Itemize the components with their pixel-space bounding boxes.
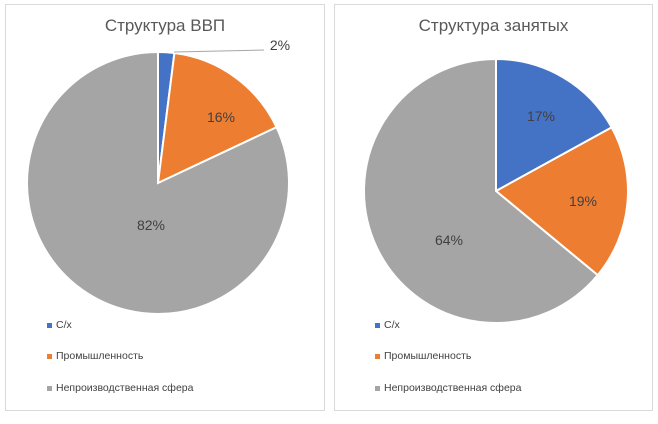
legend-swatch-icon	[375, 385, 380, 391]
data-label: 64%	[435, 232, 463, 248]
chart-title: Структура занятых	[418, 16, 569, 35]
employment-structure-chart: Структура занятых 17% 19% 64% С/х Промышле…	[334, 4, 653, 411]
data-label: 2%	[270, 37, 290, 53]
pie-slice	[494, 126, 629, 277]
gdp-structure-chart: Структура ВВП 2% 16% 82% С/х Промышленност…	[5, 4, 325, 411]
legend-swatch-icon	[47, 385, 52, 391]
legend-label: Непроизводственная сфера	[56, 382, 194, 394]
legend-item-services: Непроизводственная сфера	[47, 382, 193, 394]
legend-item-industry: Промышленность	[47, 350, 143, 362]
data-label: 19%	[569, 193, 597, 209]
data-label: 16%	[207, 109, 235, 125]
legend-label: С/х	[384, 319, 400, 331]
legend-swatch-icon	[47, 353, 52, 359]
legend-swatch-icon	[375, 322, 380, 328]
legend-label: Промышленность	[56, 350, 144, 362]
legend-item-industry: Промышленность	[375, 350, 471, 362]
chart-title: Структура ВВП	[104, 16, 226, 35]
data-label: 17%	[527, 108, 555, 124]
legend-item-agriculture: С/х	[375, 319, 400, 331]
pie-slice	[363, 57, 600, 324]
legend-label: Непроизводственная сфера	[384, 382, 522, 394]
pie-slice	[156, 51, 278, 185]
pie-slice	[26, 50, 290, 315]
pie-slice	[495, 57, 614, 193]
pie-plot: 17% 19% 64%	[363, 57, 629, 324]
legend-swatch-icon	[47, 322, 52, 328]
pie-plot: 2% 16% 82%	[26, 37, 290, 315]
data-label: 82%	[137, 217, 165, 233]
legend-label: Промышленность	[384, 350, 472, 362]
legend-label: С/х	[56, 319, 72, 331]
legend-item-agriculture: С/х	[47, 319, 72, 331]
legend-swatch-icon	[375, 353, 380, 359]
legend-item-services: Непроизводственная сфера	[375, 382, 521, 394]
